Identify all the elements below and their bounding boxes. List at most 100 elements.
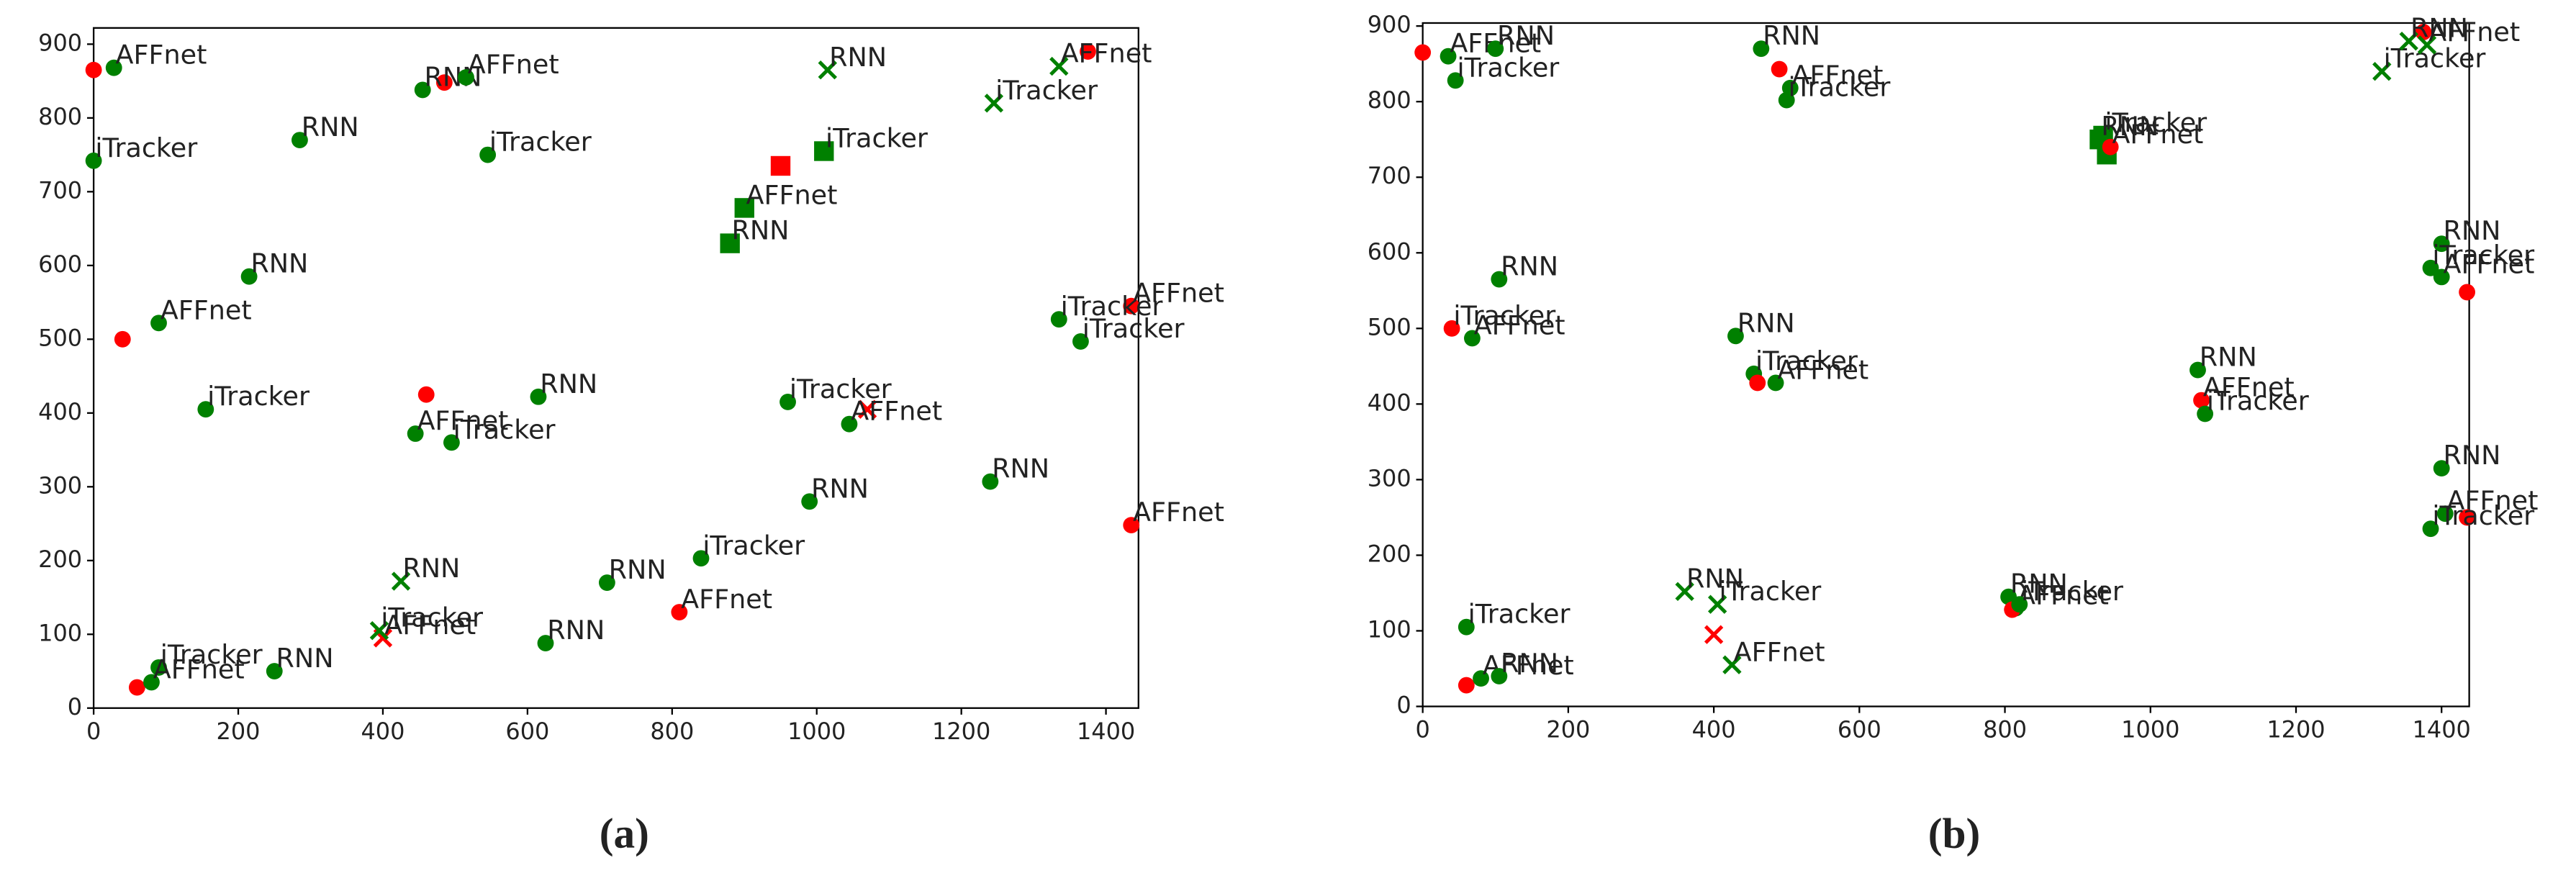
point: [779, 394, 796, 410]
point: [143, 674, 160, 691]
y-tick-label: 300: [1368, 464, 1411, 492]
x-tick-label: 200: [1546, 716, 1590, 743]
point: [2102, 138, 2119, 155]
y-tick-label: 700: [1368, 162, 1411, 189]
point-label: RNN: [992, 453, 1049, 484]
point-label: RNN: [731, 215, 789, 246]
point-label: RNN: [2443, 440, 2500, 471]
point: [197, 401, 214, 418]
point-label: iTracker: [1457, 52, 1560, 83]
point: [1072, 333, 1089, 350]
point-label: iTracker: [2384, 43, 2487, 74]
point-label: iTracker: [1453, 300, 1556, 331]
point-label: iTracker: [453, 414, 556, 445]
y-tick-label: 800: [1368, 86, 1411, 114]
point: [1771, 60, 1788, 78]
point-label: RNN: [547, 615, 605, 646]
point-label: iTracker: [1789, 72, 1892, 103]
point-label: AFFnet: [1734, 636, 1825, 667]
point: [1704, 625, 1724, 644]
plot-frame: [92, 27, 1139, 709]
point: [1447, 72, 1464, 89]
point: [414, 81, 431, 99]
point-label: AFFnet: [1133, 497, 1224, 528]
y-tick-label: 0: [68, 693, 82, 720]
point: [266, 663, 283, 679]
x-tick-label: 200: [217, 718, 261, 745]
point-label: RNN: [1686, 563, 1744, 594]
point: [479, 146, 497, 163]
point-label: AFFnet: [153, 654, 245, 684]
point-label: iTracker: [2207, 386, 2310, 417]
point-label: RNN: [1737, 307, 1795, 338]
point: [2399, 31, 2418, 51]
point: [85, 61, 102, 78]
y-tick-label: 400: [38, 398, 82, 425]
x-tick-label: 1200: [2267, 716, 2325, 743]
point-label: AFFnet: [2112, 119, 2203, 150]
point-label: AFFnet: [1474, 309, 1565, 340]
point: [1458, 677, 1475, 694]
point: [1458, 618, 1475, 636]
point-label: iTracker: [790, 374, 892, 404]
point: [2433, 460, 2450, 477]
point: [1123, 517, 1140, 534]
x-tick-label: 400: [361, 718, 405, 745]
point: [2417, 35, 2437, 55]
point: [150, 315, 167, 332]
point: [818, 60, 837, 80]
point-label: iTracker: [1468, 599, 1571, 630]
x-tick-label: 1400: [2413, 716, 2471, 743]
point: [1722, 655, 1742, 674]
point-label: AFFnet: [1792, 60, 1884, 91]
point-label: AFFnet: [681, 584, 772, 615]
y-tick-label: 600: [1368, 238, 1411, 265]
point-label: iTracker: [2432, 240, 2535, 271]
point-label: RNN: [2200, 342, 2257, 373]
point: [2372, 62, 2392, 81]
point-label: AFFnet: [2443, 248, 2534, 279]
point: [530, 388, 547, 405]
y-tick-label: 900: [1368, 11, 1411, 38]
point-label: AFFnet: [851, 396, 942, 427]
y-tick-label: 900: [38, 29, 82, 56]
y-tick-label: 500: [38, 324, 82, 351]
caption: (a): [600, 810, 649, 857]
point: [537, 635, 554, 652]
y-tick-label: 600: [38, 250, 82, 278]
point: [1778, 91, 1795, 109]
point-label: iTracker: [489, 127, 592, 158]
point-label: RNN: [1501, 251, 1558, 282]
point: [128, 679, 145, 696]
plot-frame: [1422, 22, 2470, 708]
point: [1675, 582, 1694, 602]
x-tick-label: 400: [1692, 716, 1736, 743]
point: [443, 434, 460, 451]
point-label: iTracker: [1755, 345, 1858, 376]
point: [292, 132, 308, 149]
point-label: AFFnet: [1061, 38, 1152, 69]
x-tick-label: 600: [505, 718, 549, 745]
point-label: RNN: [1763, 20, 1820, 51]
point-label: AFFnet: [161, 294, 252, 325]
point: [982, 473, 999, 490]
point: [1749, 374, 1766, 392]
point-label: iTracker: [95, 132, 198, 163]
point: [671, 604, 688, 620]
point-label: iTracker: [207, 381, 310, 412]
point: [2433, 235, 2450, 253]
x-tick-label: 800: [1983, 716, 2027, 743]
point: [1707, 595, 1727, 614]
x-tick-label: 0: [1416, 716, 1430, 743]
x-tick-label: 800: [650, 718, 694, 745]
point: [1050, 311, 1067, 328]
point: [841, 415, 858, 433]
y-tick-label: 400: [1368, 389, 1411, 416]
point: [1049, 56, 1069, 76]
point-label: RNN: [2101, 111, 2159, 142]
point: [1487, 40, 1504, 58]
point-label: iTracker: [2021, 576, 2124, 607]
point: [2433, 268, 2450, 286]
y-tick-label: 200: [1368, 540, 1411, 567]
